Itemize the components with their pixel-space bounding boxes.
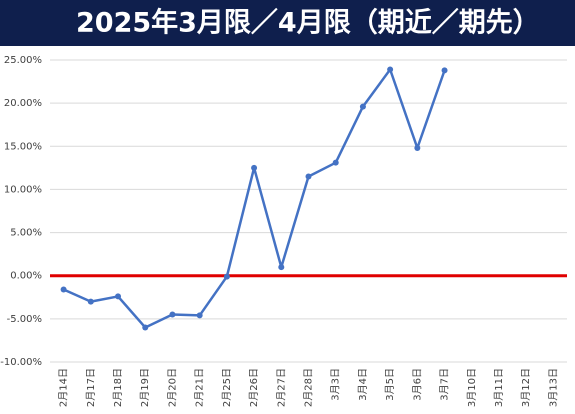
x-tick-label: 3月11日 <box>493 368 505 407</box>
point <box>359 103 366 110</box>
point <box>251 164 258 171</box>
point <box>441 67 448 74</box>
y-tick-label: 15.00% <box>4 141 42 152</box>
series-line <box>63 68 446 329</box>
x-tick-label: 2月20日 <box>166 368 178 407</box>
x-tick-label: 3月6日 <box>411 368 423 401</box>
x-tick-label: 2月25日 <box>221 368 233 407</box>
y-tick-label: -10.00% <box>0 357 42 368</box>
x-tick-label: 2月21日 <box>194 368 206 407</box>
x-tick-label: 3月10日 <box>466 368 478 407</box>
x-tick-label: 3月12日 <box>520 368 532 407</box>
point <box>115 293 122 300</box>
point <box>278 264 285 271</box>
point <box>142 324 149 331</box>
x-tick-label: 3月3日 <box>330 368 342 401</box>
x-tick-label: 2月19日 <box>139 368 151 407</box>
y-tick-label: 5.00% <box>10 228 42 239</box>
x-tick-label: 2月27日 <box>275 368 287 407</box>
x-tick-label: 3月5日 <box>384 368 396 401</box>
x-tick-label: 2月26日 <box>248 368 260 407</box>
x-tick-label: 2月14日 <box>58 368 70 407</box>
point <box>87 298 94 305</box>
x-tick-label: 3月13日 <box>547 368 559 407</box>
title-banner <box>0 0 575 46</box>
x-tick-label: 2月18日 <box>112 368 124 407</box>
point <box>60 286 67 293</box>
point <box>387 66 394 73</box>
x-tick-label: 3月7日 <box>439 368 451 401</box>
y-tick-label: 20.00% <box>4 98 42 109</box>
point <box>414 145 421 152</box>
point <box>223 273 230 280</box>
y-tick-label: 0.00% <box>10 271 42 282</box>
x-tick-label: 2月17日 <box>85 368 97 407</box>
point <box>305 173 312 180</box>
y-tick-label: 10.00% <box>4 184 42 195</box>
point <box>169 311 176 318</box>
chart-title: 2025年3月限／4月限（期近／期先） <box>76 7 540 39</box>
x-tick-label: 2月28日 <box>303 368 315 407</box>
y-tick-label: -5.00% <box>7 314 42 325</box>
point <box>332 159 339 166</box>
point <box>196 312 203 319</box>
y-tick-label: 25.00% <box>4 55 42 66</box>
x-tick-label: 3月4日 <box>357 368 369 401</box>
